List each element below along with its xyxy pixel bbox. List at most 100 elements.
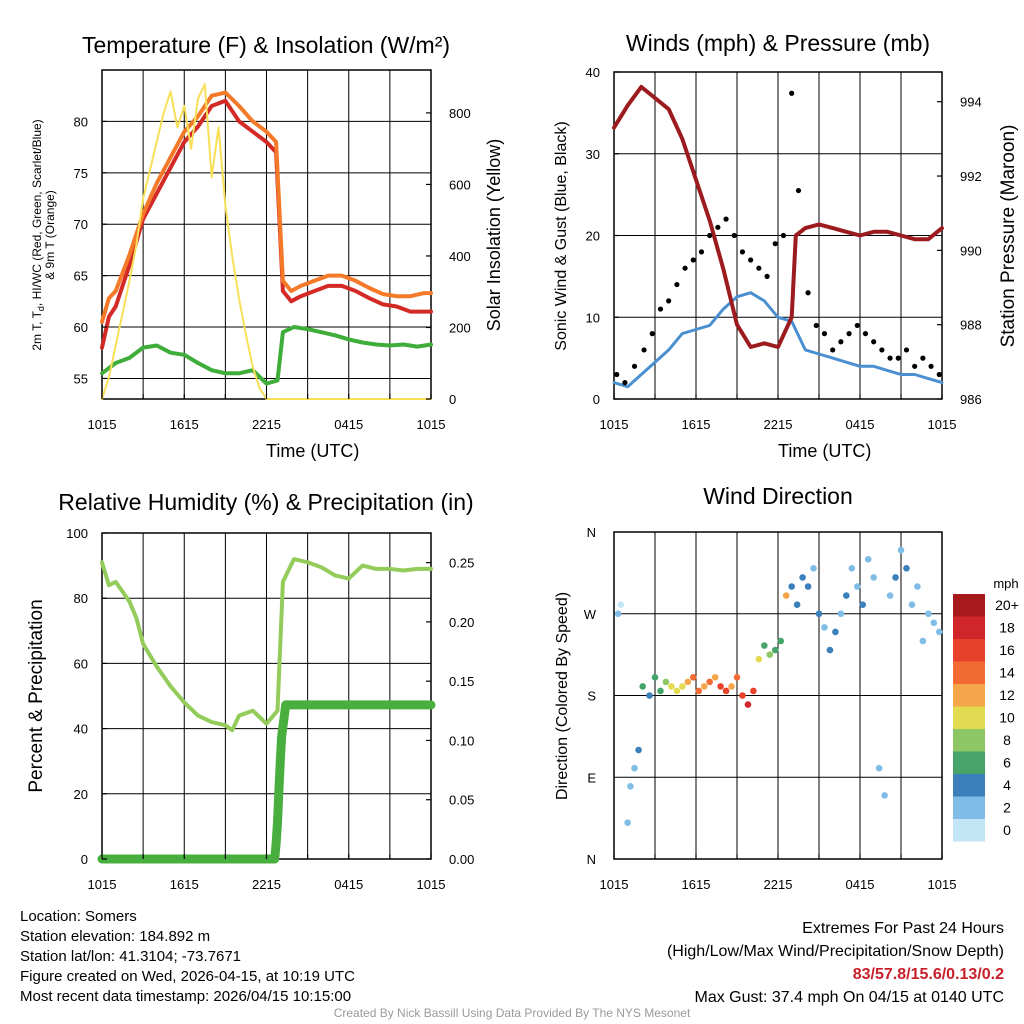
gust-point <box>795 187 802 194</box>
y-tick-label: 10 <box>586 310 600 325</box>
direction-point <box>728 683 735 690</box>
gust-point <box>666 298 672 304</box>
direction-point <box>639 683 646 690</box>
gust-point <box>854 322 860 329</box>
y-right-tick-label: 0.05 <box>449 793 474 808</box>
gust-point <box>928 363 934 369</box>
gust-point <box>657 306 664 312</box>
y-tick-label: N <box>587 525 596 540</box>
direction-point <box>695 687 703 695</box>
gust-point <box>879 347 885 353</box>
direction-point <box>733 674 741 681</box>
temperature-x-axis-label: Time (UTC) <box>266 441 359 461</box>
x-tick-label: 0415 <box>846 417 875 432</box>
gust-point <box>920 355 926 361</box>
x-tick-label: 1615 <box>170 877 199 892</box>
direction-point <box>679 683 686 690</box>
y-tick-label: 75 <box>74 166 88 181</box>
y-right-tick-label: 0.15 <box>449 674 474 689</box>
direction-point <box>810 565 817 572</box>
legend-swatch <box>953 594 985 617</box>
gust-point <box>641 347 647 353</box>
x-tick-label: 1015 <box>928 417 957 432</box>
direction-point <box>689 674 697 681</box>
direction-point <box>793 601 801 608</box>
direction-point <box>657 687 664 695</box>
legend-swatch <box>953 751 985 774</box>
direction-point <box>684 678 692 686</box>
direction-point <box>777 637 785 645</box>
station-elevation: Station elevation: 184.892 m <box>20 928 211 945</box>
direction-point <box>925 610 932 618</box>
legend-swatch <box>953 706 985 729</box>
direction-point <box>624 819 631 826</box>
y-right-tick-label: 990 <box>960 243 982 258</box>
direction-point <box>914 583 921 590</box>
series-sonic-wind <box>612 291 944 389</box>
extremes-values: 83/57.8/15.6/0.13/0.2 <box>852 966 1004 983</box>
temperature-title: Temperature (F) & Insolation (W/m²) <box>82 32 450 58</box>
x-tick-label: 0415 <box>334 417 363 432</box>
direction-point <box>930 619 938 627</box>
legend-label: 4 <box>1003 777 1011 793</box>
legend-label: 18 <box>999 620 1015 636</box>
y-tick-label: 20 <box>74 787 88 802</box>
legend-swatch <box>953 661 985 684</box>
direction-point <box>631 764 638 772</box>
x-tick-label: 1015 <box>417 417 446 432</box>
gust-point <box>707 232 713 239</box>
gust-point <box>813 322 819 329</box>
x-tick-label: 0415 <box>846 877 875 892</box>
y-right-tick-label: 0.20 <box>449 615 474 630</box>
y-tick-label: 100 <box>66 526 88 541</box>
gust-point <box>862 331 869 337</box>
series-9m-temperature <box>100 90 433 324</box>
station-info: Location: Somers Station elevation: 184.… <box>20 907 355 1007</box>
direction-point <box>908 601 916 608</box>
direction-point <box>826 646 834 654</box>
recent-timestamp: Most recent data timestamp: 2026/04/15 1… <box>20 988 352 1005</box>
gust-point <box>690 257 696 263</box>
gust-point <box>895 355 901 361</box>
extremes-subtitle: (High/Low/Max Wind/Precipitation/Snow De… <box>666 943 1004 960</box>
wind-y-axis-label: Sonic Wind & Gust (Blue, Black) <box>553 121 570 350</box>
legend-swatch <box>953 639 985 662</box>
x-tick-label: 2215 <box>252 877 281 892</box>
gust-point <box>846 331 852 337</box>
y-tick-label: 40 <box>74 722 88 737</box>
direction-point <box>804 583 812 590</box>
direction-point <box>875 764 883 772</box>
x-tick-label: 1015 <box>88 417 117 432</box>
direction-point <box>837 610 845 618</box>
legend-label: 14 <box>999 665 1015 681</box>
y-right-tick-label: 400 <box>449 249 471 264</box>
x-tick-label: 0415 <box>334 877 363 892</box>
gust-point <box>821 331 828 337</box>
y-tick-label: 60 <box>74 320 88 335</box>
legend-swatch <box>953 729 985 752</box>
direction-point <box>881 792 888 799</box>
series-precipitation <box>97 700 436 864</box>
legend-label: 20+ <box>995 597 1019 613</box>
series-solar-insolation <box>101 83 432 400</box>
series-2m-temperature <box>100 98 433 350</box>
humidity-panel: Relative Humidity (%) & Precipitation (i… <box>26 489 474 892</box>
station-latlon: Station lat/lon: 41.3104; -73.7671 <box>20 948 242 965</box>
direction-point <box>935 628 943 636</box>
gust-point <box>871 339 877 345</box>
figure-created: Figure created on Wed, 2026-04-15, at 10… <box>20 968 355 985</box>
y-tick-label: 20 <box>586 229 600 244</box>
y-right-tick-label: 0 <box>449 392 456 407</box>
y-tick-label: 0 <box>593 392 600 407</box>
gust-point <box>764 273 770 279</box>
y-tick-label: 80 <box>74 591 88 606</box>
y-right-tick-label: 0.10 <box>449 733 474 748</box>
legend-label: 0 <box>1003 822 1011 838</box>
legend-label: 6 <box>1003 755 1011 771</box>
legend-swatch <box>953 796 985 819</box>
gust-point <box>838 339 844 345</box>
y-tick-label: 65 <box>74 269 88 284</box>
legend-swatch <box>953 684 985 707</box>
gust-point <box>731 232 737 239</box>
legend-label: 10 <box>999 710 1015 726</box>
